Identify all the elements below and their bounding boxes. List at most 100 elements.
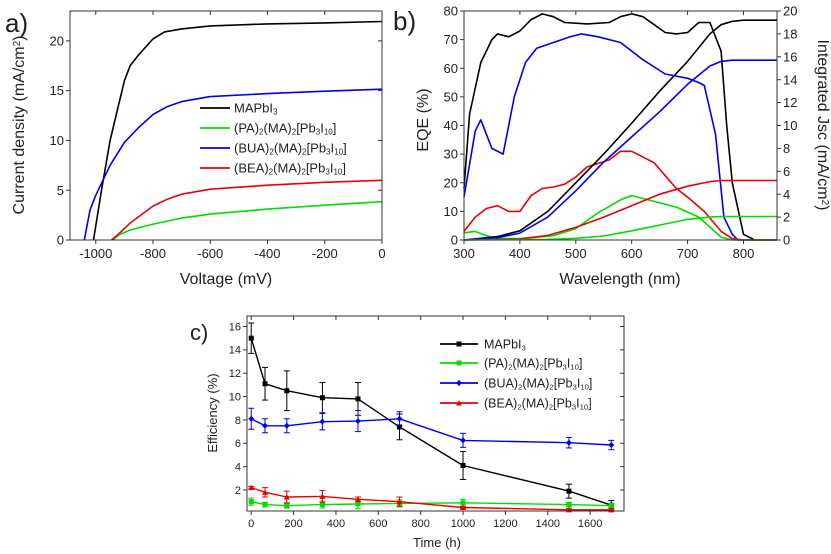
- data-point: [262, 422, 269, 429]
- y-tick-label: 80: [444, 4, 458, 19]
- y2-tick-label: 10: [783, 118, 797, 133]
- y2-tick-label: 16: [783, 49, 797, 64]
- series-line-1: [463, 33, 777, 241]
- data-point: [355, 396, 361, 402]
- y-tick-label: 4: [235, 461, 241, 473]
- series-line-2: [83, 88, 383, 241]
- x-tick-label: -1000: [79, 246, 112, 261]
- series-line-0: [92, 20, 383, 241]
- plot-frame: [246, 315, 625, 512]
- data-point: [396, 424, 402, 430]
- y-tick-label: 2: [235, 485, 241, 497]
- x-tick-label: 0: [378, 246, 385, 261]
- y-tick-label: 20: [50, 33, 64, 48]
- data-point: [262, 489, 269, 495]
- y-tick-label: 8: [235, 415, 241, 427]
- x-tick-label: -400: [254, 246, 280, 261]
- y-tick-label: 60: [444, 61, 458, 76]
- panel-label: a): [5, 8, 28, 38]
- data-point: [283, 422, 290, 429]
- y-tick-label: 40: [444, 118, 458, 133]
- x-tick-label: 1200: [493, 518, 517, 530]
- x-axis-label: Voltage (mV): [180, 271, 272, 288]
- y-tick-label: 0: [57, 233, 64, 248]
- plot-frame: [463, 10, 778, 241]
- data-point: [608, 442, 615, 449]
- x-tick-label: 1000: [451, 518, 475, 530]
- panel-a: a) -1000 -800 -600 -400 -200 0 0 5 10 15 20 Voltage …: [5, 8, 386, 288]
- data-point: [248, 335, 254, 341]
- y-tick-label: 12: [229, 368, 241, 380]
- series-line-2: [250, 418, 612, 446]
- data-point: [355, 501, 361, 507]
- y-tick-label: 16: [229, 321, 241, 333]
- data-point: [460, 504, 467, 510]
- data-point: [262, 381, 268, 387]
- data-point: [566, 488, 572, 494]
- y-tick-label: 5: [57, 183, 64, 198]
- series-line-6: [463, 179, 777, 241]
- data-point: [396, 415, 403, 422]
- legend-label: MAPbI3: [484, 337, 526, 352]
- x-tick-label: 800: [733, 246, 755, 261]
- data-point: [319, 395, 325, 401]
- data-point: [608, 503, 614, 509]
- series-line-0: [463, 13, 777, 241]
- y-tick-label: 14: [229, 345, 241, 357]
- series-line-2: [463, 150, 777, 241]
- y2-tick-label: 0: [783, 233, 790, 248]
- panel-b: b)300 400 500 600 700 80001020304050607080024…: [393, 4, 831, 288]
- x-tick-label: 800: [411, 518, 429, 530]
- y2-tick-label: 14: [783, 72, 797, 87]
- legend-label: (BEA)2(MA)2[Pb3I10]: [234, 161, 346, 177]
- legend-label: MAPbI3: [234, 101, 278, 117]
- y2-tick-label: 4: [783, 187, 790, 202]
- data-point: [248, 484, 255, 491]
- panel-label: b): [393, 6, 416, 36]
- data-point: [319, 502, 325, 508]
- series-line-7: [463, 215, 777, 241]
- data-point: [396, 498, 403, 505]
- legend-marker: [456, 360, 462, 366]
- y-tick-label: 15: [50, 83, 64, 98]
- y-tick-label: 6: [235, 438, 241, 450]
- y2-axis-label: Integrated Jsc (mA/cm2): [814, 40, 831, 211]
- y2-tick-label: 2: [783, 210, 790, 225]
- x-tick-label: 500: [565, 246, 587, 261]
- data-point: [460, 462, 466, 468]
- x-tick-label: 1400: [536, 518, 560, 530]
- series-line-5: [463, 59, 777, 241]
- data-point: [319, 493, 326, 499]
- x-tick-label: 300: [453, 246, 475, 261]
- x-tick-label: 400: [327, 518, 345, 530]
- data-point: [284, 503, 290, 509]
- data-point: [248, 415, 255, 422]
- y-tick-label: 10: [50, 133, 64, 148]
- data-point: [354, 496, 361, 502]
- x-axis-label: Time (h): [413, 535, 461, 550]
- y-axis-label: EQE (%): [415, 88, 432, 151]
- y-tick-label: 10: [229, 391, 241, 403]
- legend-label: (BUA)2(MA)2[Pb3I10]: [484, 376, 592, 391]
- series-line-3: [110, 179, 383, 241]
- y-tick-label: 10: [444, 204, 458, 219]
- panel-label: c): [190, 320, 208, 345]
- data-point: [460, 437, 467, 444]
- y-axis-label: Efficiency (%): [205, 373, 220, 452]
- data-point: [284, 388, 290, 394]
- data-point: [354, 418, 361, 425]
- x-tick-label: 700: [677, 246, 699, 261]
- x-tick-label: 0: [248, 518, 254, 530]
- y2-tick-label: 12: [783, 95, 797, 110]
- y-axis-label: Current density (mA/cm2): [11, 36, 28, 215]
- x-tick-label: -800: [140, 246, 166, 261]
- y2-tick-label: 8: [783, 141, 790, 156]
- y-tick-label: 0: [451, 233, 458, 248]
- legend-label: (BEA)2(MA)2[Pb3I10]: [484, 396, 592, 411]
- legend-marker: [456, 341, 462, 347]
- data-point: [566, 502, 572, 508]
- series-line-4: [463, 19, 777, 241]
- y-tick-label: 50: [444, 89, 458, 104]
- plot-frame: [69, 10, 383, 241]
